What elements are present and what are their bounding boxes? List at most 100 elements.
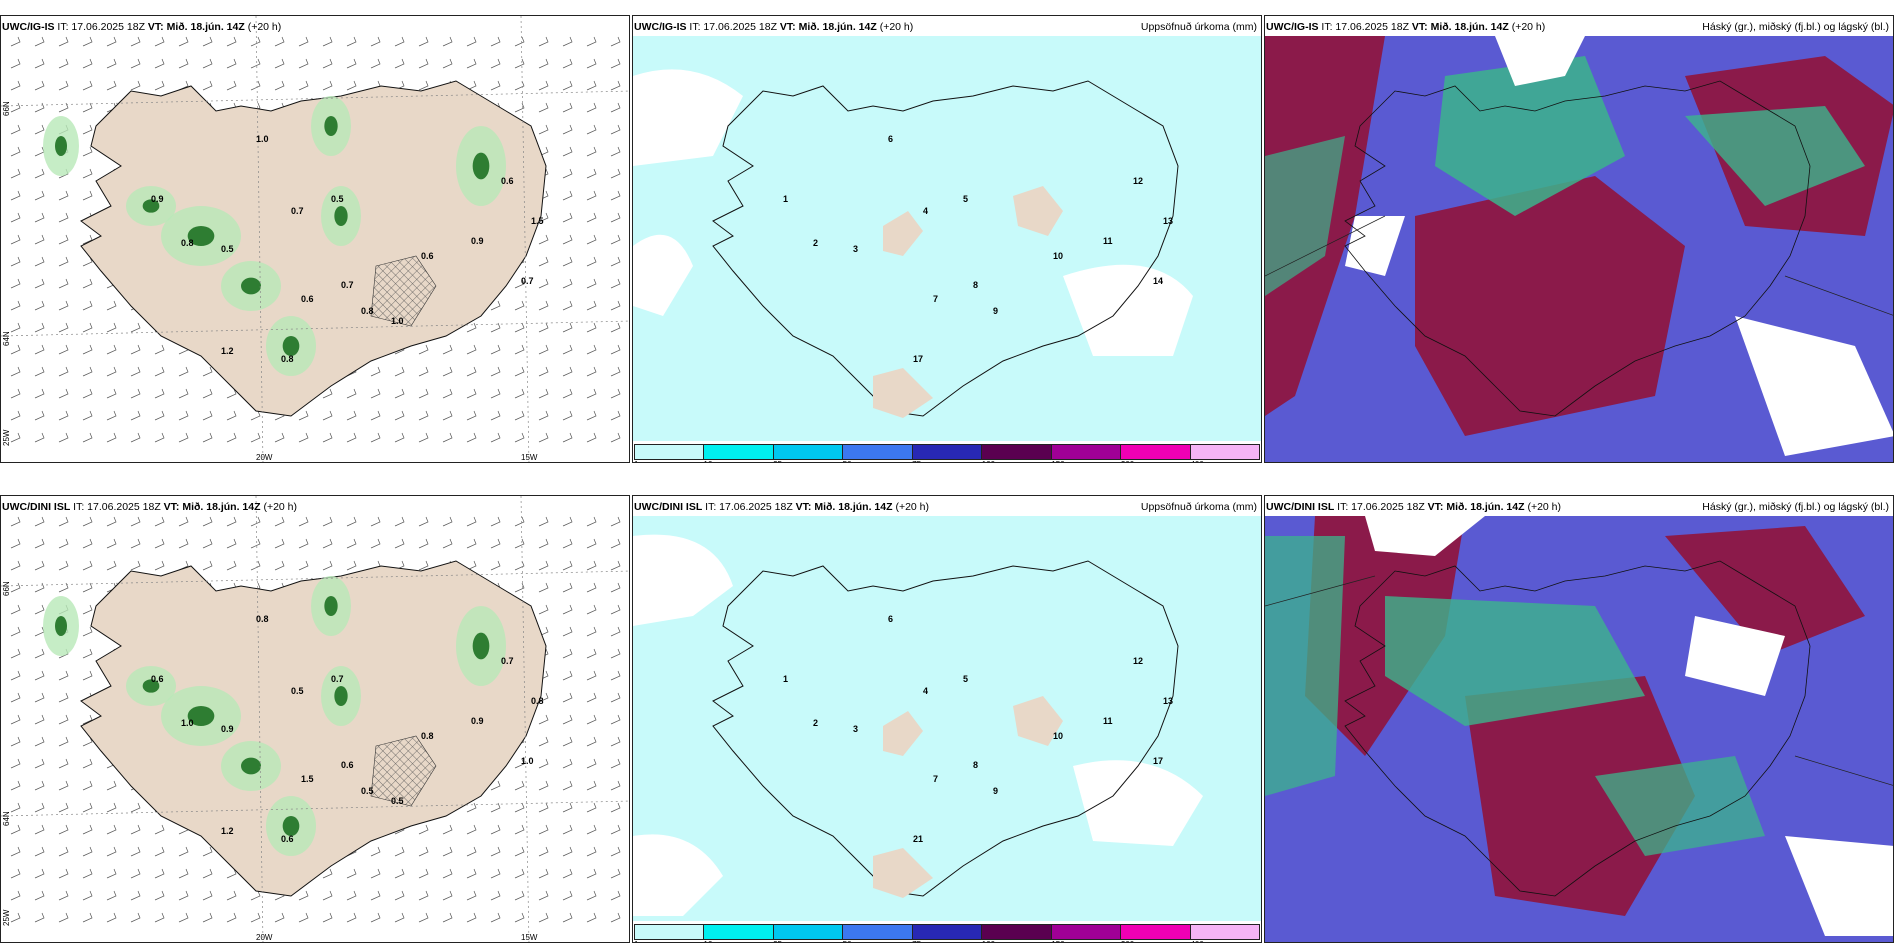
wind-barb [586,648,597,659]
iceland-outline [712,80,1179,417]
wind-barb [10,168,21,179]
wind-barb [490,432,501,443]
wind-barb [130,432,141,443]
wind-barb [394,912,405,923]
wind-barb [154,868,165,879]
wind-barb [418,80,429,91]
colorbar-tick-label: 75 [912,460,921,462]
wind-barb [538,36,549,47]
wind-barb [610,802,621,813]
wind-barb [250,80,261,91]
wind-barb [610,168,621,179]
colorbar-segment [842,924,912,940]
wind-barb [10,582,21,593]
wind-barb [130,58,141,69]
wind-barb [34,824,45,835]
wind-barb [10,912,21,923]
iceland-outline [1344,560,1811,897]
map-value-label: 17 [1153,756,1164,766]
wind-barb [130,344,141,355]
wind-barb [322,410,333,421]
wind-barb [418,824,429,835]
wind-barb [82,366,93,377]
wind-barb [202,890,213,901]
map-value-label: 0.5 [391,796,404,806]
wind-barb [34,36,45,47]
wind-barb [394,36,405,47]
wind-barb [34,366,45,377]
wind-barb [490,560,501,571]
wind-barb [34,190,45,201]
wind-barb [322,560,333,571]
wind-barb [34,212,45,223]
model-name: UWC/IG-IS [634,21,687,33]
wind-barb [538,344,549,355]
wind-barb [202,516,213,527]
lat-label-25w: 25W [2,909,11,926]
wind-barb [586,868,597,879]
wind-barb [610,388,621,399]
colorbar-segment [842,444,912,460]
wind-barb [610,846,621,857]
panel-header: UWC/IG-IS IT: 17.06.2025 18Z VT: Mið. 18… [1266,20,1889,34]
wind-barb [82,890,93,901]
wind-barb [322,516,333,527]
precip-map [633,36,1261,441]
wind-barb [82,344,93,355]
wind-barb [82,58,93,69]
lon-label-20w: 20W [256,453,273,462]
wind-barb [562,322,573,333]
wind-barb [250,36,261,47]
wind-barb [586,780,597,791]
map-value-label: 13 [1163,216,1174,226]
wind-barb [274,912,285,923]
wind-barb [562,736,573,747]
wind-barb [610,824,621,835]
wind-barb [538,912,549,923]
wind-barb [394,432,405,443]
wind-barb [490,846,501,857]
precip-core [241,757,261,775]
wind-barb [562,538,573,549]
wind-barb [34,344,45,355]
wind-barb [82,912,93,923]
wind-barb [514,758,525,769]
init-time: IT: 17.06.2025 18Z [73,501,161,513]
wind-barb [418,912,429,923]
wind-barb [538,758,549,769]
wind-barb [82,168,93,179]
wind-barb [442,58,453,69]
wind-barb [154,432,165,443]
wind-barb [490,388,501,399]
wind-barb [610,780,621,791]
wind-barb [466,846,477,857]
wind-barb [538,516,549,527]
iceland-outline [712,560,1179,897]
wind-barb [274,58,285,69]
wind-map [1,16,629,462]
wind-barb [10,626,21,637]
wind-barb [202,538,213,549]
wind-barb [178,36,189,47]
wind-barb [178,432,189,443]
wind-barb [10,560,21,571]
wind-barb [10,322,21,333]
wind-barb [562,846,573,857]
wind-barb [58,736,69,747]
precip-panel-bottom: UWC/DINI ISL IT: 17.06.2025 18Z VT: Mið.… [632,495,1262,943]
wind-barb [322,388,333,399]
precip-colorbar [634,444,1260,460]
wind-barb [10,670,21,681]
lat-label-64n: 64N [2,331,11,346]
wind-barb [10,890,21,901]
wind-barb [202,36,213,47]
wind-barb [58,802,69,813]
wind-barb [298,538,309,549]
wind-barb [586,256,597,267]
lon-label-15w: 15W [521,933,538,942]
wind-barb [298,58,309,69]
wind-barb [106,824,117,835]
wind-barb [610,432,621,443]
wind-barb [514,912,525,923]
precip-core [55,616,67,636]
